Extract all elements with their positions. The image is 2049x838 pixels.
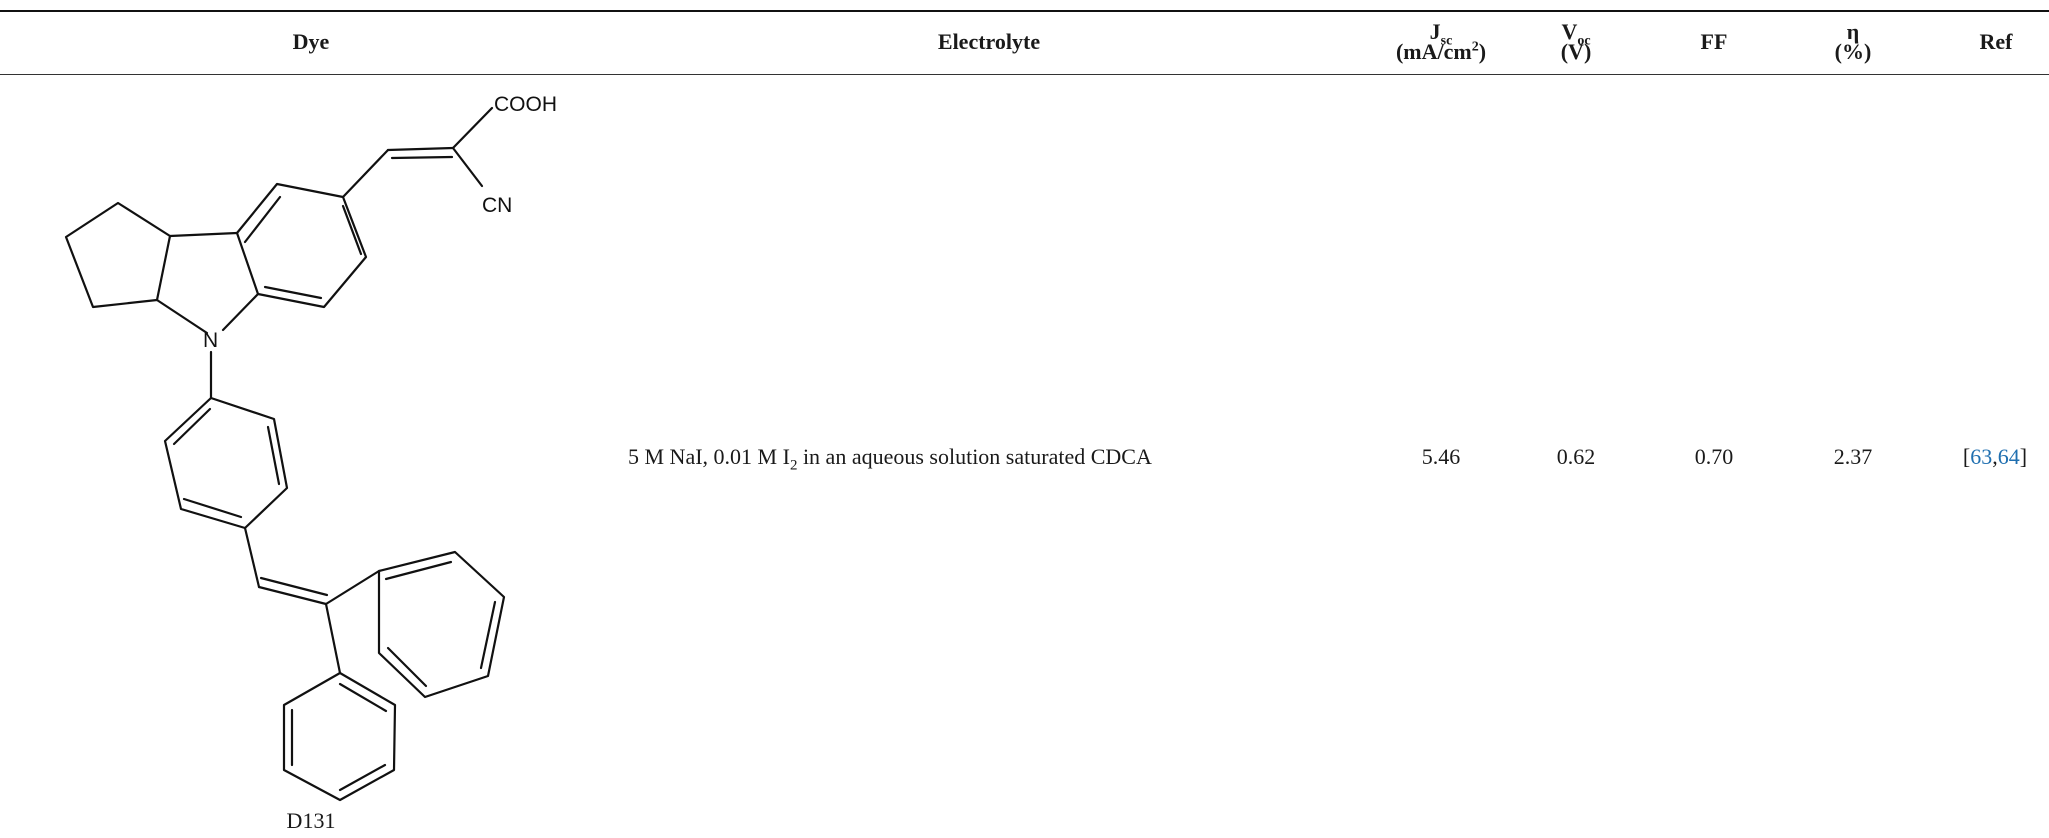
header-ref-label: Ref [1979,29,2013,54]
header-electrolyte-label: Electrolyte [937,29,1041,54]
table-header-rule [0,74,2049,75]
header-dye-label: Dye [292,29,330,54]
header-electrolyte: Electrolyte [938,12,1040,72]
header-voc: Voc (V) [1561,12,1592,72]
header-dye: Dye [293,12,330,72]
header-ff-label: FF [1700,29,1728,54]
header-jsc-symbol: Jsc [1429,19,1453,49]
jsc-cell: 5.46 [1421,444,1461,469]
dye-structure-d131: COOH CN N [64,93,557,802]
ff-cell: 0.70 [1694,444,1734,469]
header-eta: η (%) [1835,12,1872,72]
electrolyte-cell: 5 M NaI, 0.01 M I2 in an aqueous solutio… [628,444,1152,474]
header-jsc-unit: (mA/cm2) [1395,39,1487,64]
voc-cell: 0.62 [1556,444,1596,469]
table-top-rule [0,10,2049,12]
header-voc-symbol: Voc [1561,19,1591,49]
reference-link-64[interactable]: 64 [1997,444,2020,469]
cn-label: CN [482,194,512,217]
nitrogen-label: N [203,329,218,352]
header-ff: FF [1701,12,1728,72]
dye-name-label: D131 [286,808,336,833]
header-ref: Ref [1980,12,2013,72]
reference-link-63[interactable]: 63 [1970,444,1993,469]
header-voc-unit: (V) [1560,39,1592,64]
ref-cell: [63,64] [1962,444,2028,469]
header-eta-unit: (%) [1834,39,1872,64]
cooh-label: COOH [494,93,557,116]
header-eta-symbol: η [1846,19,1860,44]
header-jsc: Jsc (mA/cm2) [1396,12,1486,72]
eta-cell: 2.37 [1833,444,1873,469]
